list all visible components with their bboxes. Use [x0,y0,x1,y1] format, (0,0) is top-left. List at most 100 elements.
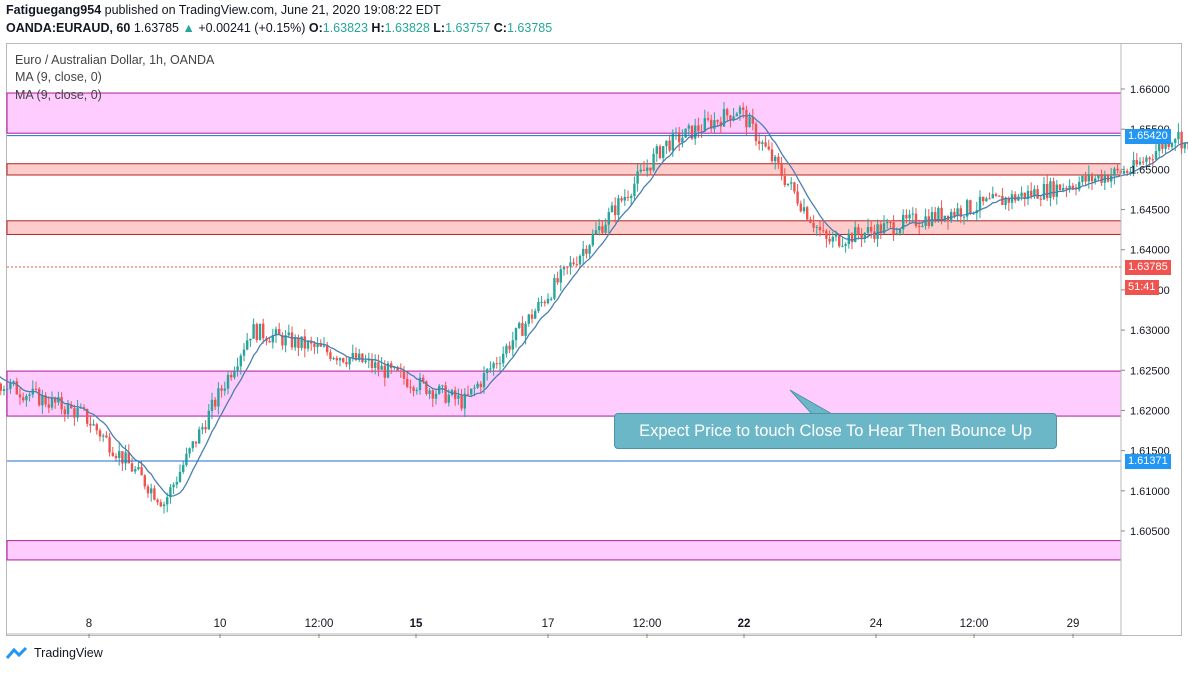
candle-body [502,353,505,364]
candle-body [220,388,223,391]
candle-body [642,169,646,171]
y-tick-label: 1.60500 [1130,526,1170,538]
candle-body [873,231,876,239]
candle-body [594,230,598,235]
candle-body [191,441,194,449]
candle-body [860,234,863,239]
candle-body [684,128,687,138]
candle-body [41,395,44,406]
y-tick-label: 1.65000 [1130,164,1170,176]
candle-body [140,467,143,476]
author-name[interactable]: Fatiguegang954 [6,3,102,17]
candle-body [92,424,95,426]
ma-line [0,114,1188,497]
candle-body [431,390,434,399]
x-tick-label: 22 [738,618,751,630]
y-tick-label: 1.62500 [1130,365,1170,377]
candle-body [697,125,700,132]
candle-body [1023,192,1026,200]
candle-body [521,323,524,336]
candle-body [985,198,988,202]
candle-body [130,463,134,472]
chart-title: Euro / Australian Dollar, 1h, OANDA [15,53,215,67]
candle-body [422,377,425,382]
candle-body [1058,184,1062,190]
ma-legend-1[interactable]: MA (9, close, 0) [15,70,102,84]
candle-body [703,118,706,132]
tradingview-brand[interactable]: TradingView [6,646,103,660]
zone-pink-3 [6,370,1122,417]
close-value: 1.63785 [506,21,553,35]
candle-body [335,358,338,361]
candle-body [905,214,908,219]
high-label: H: [371,21,385,35]
candle-body [1142,161,1145,163]
candle-body [22,397,25,401]
candle-body [121,451,124,464]
candle-body [466,393,470,395]
candle-body [857,227,860,235]
candle-body [386,363,390,378]
candle-body [162,504,166,507]
candle-body [882,223,886,234]
candle-body [342,358,345,363]
candle-body [879,224,882,234]
candle-body [1001,195,1004,206]
candle-body [790,182,793,184]
candle-body [498,363,502,365]
candle-body [354,353,358,360]
y-tick-label: 1.64000 [1130,245,1170,257]
ma-legend-2[interactable]: MA (9, close, 0) [15,88,102,102]
candle-body [1158,144,1161,152]
candle-body [953,211,956,216]
candle-body [271,335,274,343]
candle-body [102,435,105,437]
candle-body [550,298,553,300]
candles-layer [0,102,1188,514]
candle-body [1081,175,1084,182]
candle-body [802,207,806,212]
candle-body [729,115,732,121]
candle-body [460,395,463,409]
candle-body [556,278,559,283]
candle-body [886,221,889,224]
candle-body [799,203,802,212]
x-tick-label: 12:00 [305,618,334,630]
candle-body [668,140,671,151]
candle-body [12,381,15,383]
candle-body [687,125,690,129]
candle-body [290,332,294,348]
candle-body [1177,132,1180,140]
annotation-callout[interactable]: Expect Price to touch Close To Hear Then… [614,413,1057,449]
high-value: 1.63828 [384,21,430,35]
candle-body [620,198,623,201]
candle-body [230,374,233,378]
candle-body [809,219,812,223]
x-tick-label: 29 [1067,618,1080,630]
y-tick-label: 1.64500 [1130,205,1170,217]
candle-body [508,345,511,350]
candle-body [345,362,348,365]
candle-body [898,229,902,234]
candle-body [876,224,879,239]
candle-body [95,424,98,431]
candle-body [700,131,703,133]
candle-body [70,404,73,409]
candle-body [553,278,556,299]
candle-body [674,132,678,134]
candle-body [588,245,591,254]
brand-label: TradingView [34,646,103,660]
candle-body [479,383,482,388]
y-tick-label: 1.62000 [1130,405,1170,417]
candle-body [726,109,729,116]
candle-body [249,338,252,341]
candle-body [626,196,630,198]
candle-body [646,167,649,171]
candle-body [47,404,50,408]
candle-body [473,387,476,389]
candle-body [834,234,838,237]
candle-body [754,123,758,142]
candle-body [530,314,534,319]
published-text: published on TradingView.com, June 21, 2… [104,3,441,17]
